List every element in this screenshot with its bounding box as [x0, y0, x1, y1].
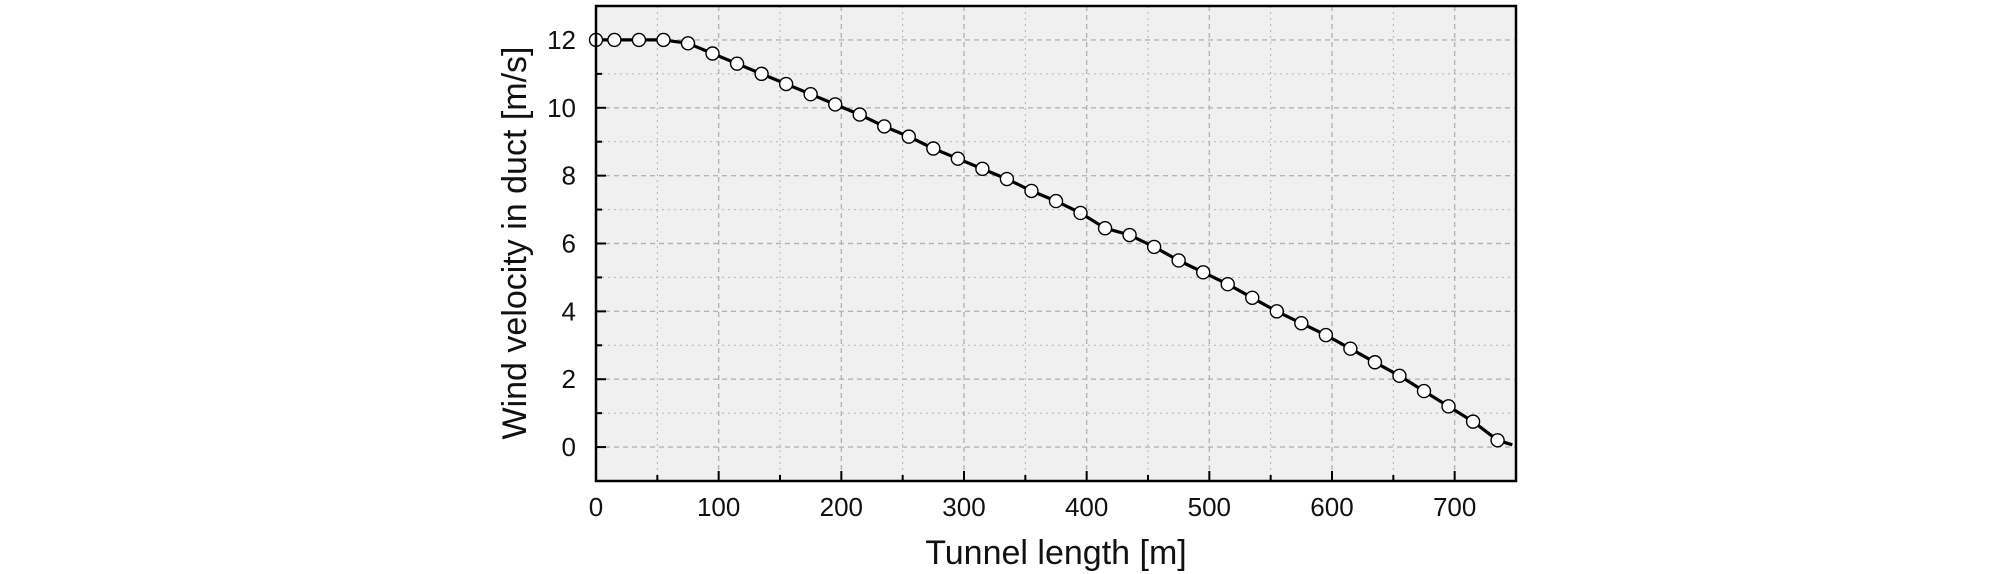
data-point [1392, 368, 1407, 384]
data-point [901, 129, 916, 144]
data-point [705, 46, 720, 61]
data-point [1269, 304, 1285, 319]
y-tick-label: 6 [562, 229, 576, 259]
y-tick-label: 8 [562, 161, 576, 191]
data-point [926, 141, 941, 156]
grid [596, 6, 1516, 481]
data-point [828, 97, 843, 112]
data-point [607, 32, 622, 48]
data-point [877, 119, 892, 134]
data-point [975, 161, 990, 177]
data-point [852, 107, 867, 122]
y-tick-label: 12 [547, 25, 576, 55]
y-tick-label: 0 [562, 432, 576, 462]
data-point [1294, 316, 1309, 331]
x-tick-label: 400 [1065, 492, 1108, 522]
data-point [1220, 277, 1235, 292]
data-point [1171, 253, 1186, 268]
data-point [1097, 221, 1113, 236]
data-point [680, 36, 696, 51]
x-tick-label: 100 [697, 492, 740, 522]
data-point [1441, 399, 1456, 414]
series-group [588, 32, 1513, 448]
x-axis-label: Tunnel length [m] [925, 534, 1186, 572]
data-point [1146, 239, 1162, 255]
data-point [729, 56, 745, 71]
data-point [1073, 205, 1088, 221]
x-tick-label: 200 [820, 492, 863, 522]
data-point [1195, 265, 1211, 280]
data-point [631, 32, 647, 48]
tick-labels: 0 100 200 300 400 500 600 700 0 2 4 6 8 10 12 [547, 25, 1476, 522]
data-point [1367, 355, 1383, 370]
data-point [1122, 227, 1137, 243]
data-point [950, 151, 966, 166]
y-tick-label: 4 [562, 296, 576, 326]
data-point [1318, 327, 1334, 343]
data-point [754, 66, 769, 82]
y-tick-label: 2 [562, 364, 576, 394]
data-point [656, 32, 671, 48]
plot-frame [594, 4, 1518, 483]
y-tick-label: 10 [547, 93, 576, 123]
data-point [999, 171, 1015, 187]
data-point [778, 76, 794, 92]
x-tick-label: 0 [589, 492, 603, 522]
data-point [1416, 383, 1432, 399]
data-point [1343, 341, 1358, 356]
y-axis-label: Wind velocity in duct [m/s] [496, 46, 534, 439]
data-point [803, 87, 818, 102]
x-tick-label: 300 [942, 492, 985, 522]
data-point [1048, 193, 1064, 209]
data-point [1465, 414, 1481, 429]
x-tick-label: 500 [1188, 492, 1231, 522]
x-tick-label: 700 [1433, 492, 1476, 522]
x-tick-label: 600 [1310, 492, 1353, 522]
data-point [1024, 183, 1039, 199]
data-point [1245, 290, 1260, 305]
data-point [1490, 433, 1505, 448]
